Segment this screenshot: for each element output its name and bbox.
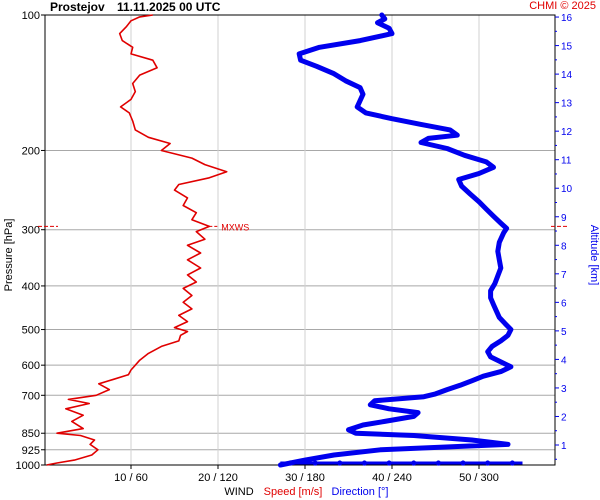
wind-tick-label: 20 / 120 (198, 472, 238, 484)
chart-grid (45, 14, 555, 466)
altitude-axis-label: Altitude [km] (588, 225, 600, 286)
plot-border (44, 14, 556, 466)
direction-surface-dot (485, 460, 491, 466)
pressure-tick-label: 400 (22, 281, 40, 293)
pressure-tick-label: 600 (22, 360, 40, 372)
direction-surface-dot (361, 460, 368, 466)
direction-surface-dot (460, 460, 466, 466)
direction-series-line (277, 12, 514, 468)
altitude-tick-label: 6 (561, 298, 567, 309)
pressure-tick-label: 300 (22, 225, 40, 237)
wind-tick-label: 40 / 240 (372, 472, 412, 484)
annotation-layer: MXWS (38, 222, 567, 232)
wind-tick-label: 10 / 60 (114, 472, 148, 484)
pressure-tick-label: 100 (22, 10, 40, 22)
altitude-tick-label: 5 (561, 327, 567, 338)
altitude-tick-label: 4 (561, 355, 567, 366)
direction-surface-dot (411, 460, 417, 466)
altitude-tick-label: 10 (561, 184, 573, 195)
wind-axis-label: WIND (224, 486, 253, 498)
pressure-tick-label: 925 (22, 445, 40, 457)
direction-axis-label: Direction [°] (332, 486, 389, 498)
altitude-tick-label: 14 (561, 70, 573, 81)
direction-surface-dot (287, 460, 294, 466)
wind-axis: 10 / 60 20 / 120 30 / 180 40 / 240 50 / 300 W… (114, 465, 499, 498)
altitude-tick-label: 2 (561, 412, 567, 423)
pressure-axis-label: Pressure [hPa] (3, 219, 15, 292)
direction-surface-dot (312, 460, 318, 466)
pressure-tick-label: 850 (22, 428, 40, 440)
station-name: Prostejov (50, 0, 105, 14)
altitude-tick-label: 8 (561, 241, 567, 252)
altitude-tick-label: 12 (561, 127, 573, 138)
altitude-tick-label: 11 (561, 156, 572, 167)
altitude-tick-label: 7 (561, 270, 567, 281)
mxws-label: MXWS (221, 222, 249, 232)
speed-series-line (46, 14, 228, 466)
plot-frame (44, 14, 556, 466)
pressure-tick-label: 700 (22, 390, 40, 402)
direction-surface-dot (509, 460, 515, 466)
direction-surface-dot (337, 460, 343, 466)
wind-tick-label: 50 / 300 (459, 472, 499, 484)
altitude-tick-label: 1 (561, 441, 567, 452)
pressure-tick-label: 500 (22, 325, 40, 337)
pressure-tick-label: 1000 (16, 460, 40, 472)
altitude-tick-label: 15 (561, 42, 573, 53)
direction-surface-dot (435, 460, 441, 466)
pressure-axis: 100 200 300 400 500 600 700 850 925 1000 Pressure … (3, 10, 45, 472)
altitude-tick-label: 13 (561, 99, 573, 110)
altitude-tick-label: 9 (561, 213, 567, 224)
sounding-datetime: 11.11.2025 00 UTC (117, 0, 221, 14)
altitude-tick-label: 16 (561, 13, 573, 24)
copyright-label: CHMI © 2025 (529, 0, 596, 12)
altitude-tick-label: 3 (561, 384, 567, 395)
pressure-tick-label: 200 (22, 145, 40, 157)
wind-tick-label: 30 / 180 (285, 472, 325, 484)
series-layer (46, 12, 523, 468)
speed-axis-label: Speed [m/s] (264, 486, 323, 498)
direction-surface-dot (386, 460, 392, 466)
